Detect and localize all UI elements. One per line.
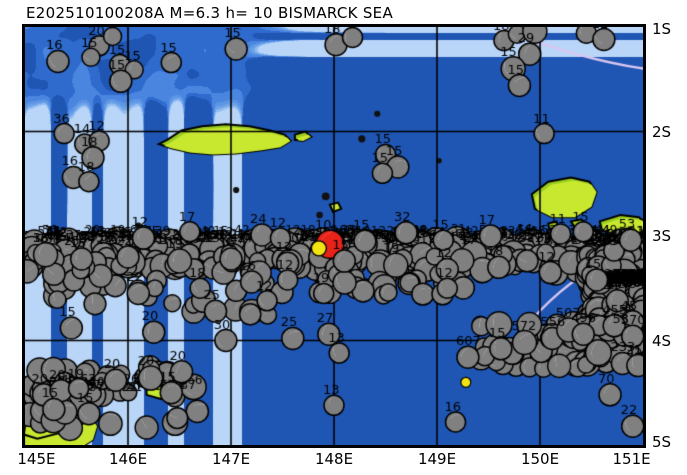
map-plot-area [22, 24, 646, 448]
y-axis-tick-2S: 2S [652, 122, 672, 141]
x-axis-tick-148E: 148E [314, 450, 354, 468]
x-axis-tick-149E: 149E [417, 450, 457, 468]
x-axis-tick-150E: 150E [520, 450, 560, 468]
y-axis-tick-4S: 4S [652, 331, 672, 350]
x-axis-tick-145E: 145E [17, 450, 56, 468]
y-axis-tick-3S: 3S [652, 227, 672, 245]
x-axis-tick-146E: 146E [108, 450, 148, 468]
focal-mechanism-layer [25, 27, 643, 445]
figure-title: E202510100208A M=6.3 h= 10 BISMARCK SEA [26, 4, 394, 22]
y-axis-tick-5S: 5S [652, 433, 672, 451]
x-axis-tick-147E: 147E [211, 450, 251, 468]
x-axis-tick-151E: 151E [612, 450, 651, 468]
y-axis-tick-1S: 1S [652, 20, 672, 38]
